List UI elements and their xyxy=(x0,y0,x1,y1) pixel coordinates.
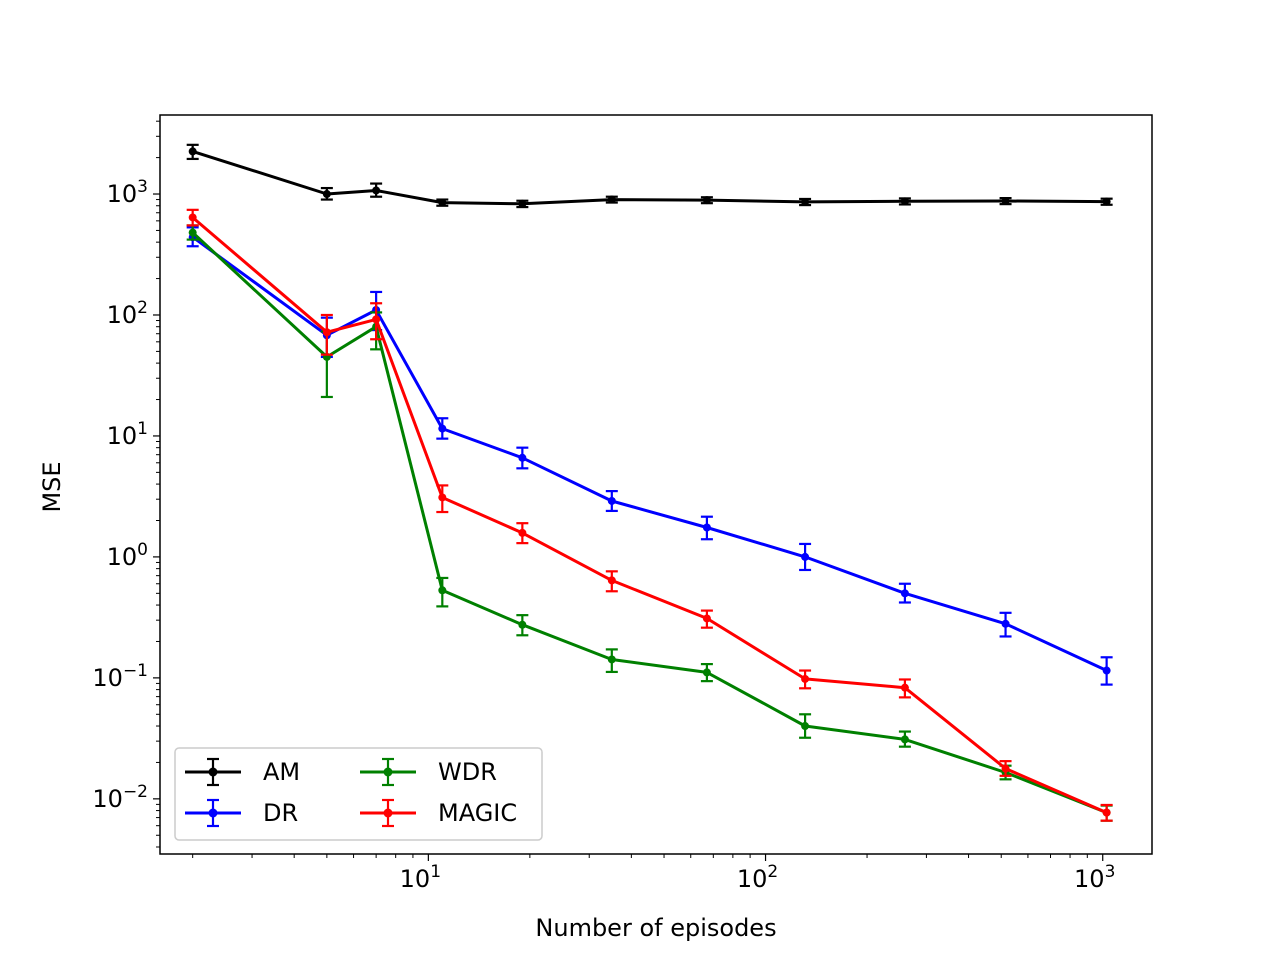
legend-label-magic: MAGIC xyxy=(438,799,517,827)
dr-point xyxy=(1102,666,1111,675)
y-axis-label: MSE xyxy=(38,461,66,512)
am-point xyxy=(188,147,197,156)
am-point xyxy=(322,190,331,199)
x-axis-label: Number of episodes xyxy=(535,914,776,942)
y-tick-label: 10−2 xyxy=(92,782,148,813)
y-tick-label: 103 xyxy=(107,177,148,208)
legend-swatch-marker xyxy=(208,767,218,777)
dr-point xyxy=(518,453,527,462)
plot-frame xyxy=(159,114,1153,855)
am-point xyxy=(372,186,381,195)
magic-point xyxy=(518,528,527,537)
plot-area-background xyxy=(160,115,1152,854)
legend-entry-dr: DR xyxy=(185,798,298,828)
wdr-point xyxy=(702,668,711,677)
magic-point xyxy=(188,213,197,222)
legend-swatch-marker xyxy=(383,767,393,777)
am-point xyxy=(438,198,447,207)
wdr-point xyxy=(607,655,616,664)
am-point xyxy=(801,197,810,206)
am-point xyxy=(1102,197,1111,206)
x-tick-label: 102 xyxy=(737,862,778,893)
am-point xyxy=(900,197,909,206)
dr-point xyxy=(801,552,810,561)
dr-point xyxy=(900,589,909,598)
major-ticks: 101 102 103 10−2 10−1 100 101 102 103 xyxy=(92,177,1115,893)
am-point xyxy=(702,196,711,205)
y-tick-label: 102 xyxy=(107,298,148,329)
x-tick-label: 101 xyxy=(400,862,441,893)
magic-point xyxy=(322,328,331,337)
dr-point xyxy=(438,424,447,433)
series-wdr xyxy=(186,224,1113,822)
legend-swatch-marker xyxy=(383,808,393,818)
magic-point xyxy=(1102,808,1111,817)
dr-point xyxy=(607,496,616,505)
am-point xyxy=(1001,197,1010,206)
magic-point xyxy=(900,683,909,692)
magic-point xyxy=(607,576,616,585)
magic-point xyxy=(1001,764,1010,773)
magic-point xyxy=(801,674,810,683)
series-layer xyxy=(186,143,1113,822)
wdr-point xyxy=(801,722,810,731)
legend-frame xyxy=(174,747,543,841)
legend-entry-am: AM xyxy=(185,757,300,787)
legend: AM DR WDR MAGIC xyxy=(174,747,543,841)
x-tick-label: 103 xyxy=(1074,862,1115,893)
legend-label-dr: DR xyxy=(263,799,298,827)
y-tick-label: 101 xyxy=(107,419,148,450)
magic-point xyxy=(702,614,711,623)
legend-entry-magic: MAGIC xyxy=(360,798,517,828)
magic-point xyxy=(438,493,447,502)
legend-swatch-marker xyxy=(208,808,218,818)
y-tick-label: 10−1 xyxy=(92,661,148,692)
am-point xyxy=(607,195,616,204)
am-point xyxy=(518,199,527,208)
y-tick-label: 100 xyxy=(107,540,148,571)
legend-label-wdr: WDR xyxy=(438,758,497,786)
dr-point xyxy=(1001,619,1010,628)
wdr-point xyxy=(438,586,447,595)
series-am xyxy=(186,143,1113,209)
legend-entry-wdr: WDR xyxy=(360,757,497,787)
magic-point xyxy=(372,315,381,324)
dr-point xyxy=(702,523,711,532)
series-magic xyxy=(186,208,1113,822)
legend-label-am: AM xyxy=(263,758,300,786)
wdr-point xyxy=(188,228,197,237)
wdr-point xyxy=(518,620,527,629)
wdr-point xyxy=(900,735,909,744)
